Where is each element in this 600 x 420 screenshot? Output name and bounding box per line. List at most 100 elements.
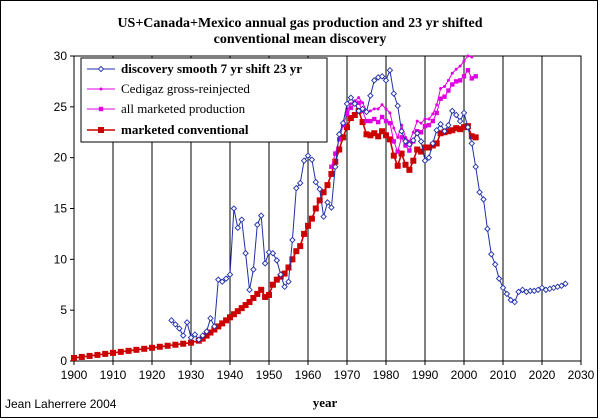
series-3-point-1977 <box>371 130 378 137</box>
series-0-point-1937 <box>215 276 222 283</box>
series-2-point-1986 <box>407 148 412 153</box>
series-0-point-1966 <box>328 204 335 211</box>
series-1-point-1989 <box>419 121 423 125</box>
series-3-point-1930 <box>188 339 194 346</box>
series-3-point-1975 <box>363 131 370 138</box>
series-2-point-1968 <box>337 137 342 142</box>
series-2-point-1971 <box>348 105 354 111</box>
legend-label-3: marketed conventional <box>121 122 249 137</box>
series-3-point-1904 <box>86 352 93 359</box>
series-2-point-1993 <box>434 110 439 116</box>
series-3-point-1941 <box>230 311 237 318</box>
series-0-point-2002 <box>468 140 476 147</box>
series-3-point-1987 <box>410 157 417 164</box>
series-1-point-1998 <box>454 67 458 71</box>
series-1-point-1997 <box>450 71 454 75</box>
series-0-point-2020 <box>538 284 546 292</box>
series-3-point-1928 <box>180 340 187 347</box>
legend-swatch-marker-1 <box>99 87 103 91</box>
series-2-point-1979 <box>379 114 385 120</box>
series-3-point-1940 <box>227 314 233 321</box>
series-1-point-1991 <box>427 117 431 121</box>
series-3-point-1974 <box>359 119 366 126</box>
series-3-point-2003 <box>472 134 479 141</box>
series-0-point-1931 <box>191 331 199 338</box>
series-1-point-2002 <box>470 55 474 59</box>
series-0-point-1989 <box>417 138 425 145</box>
series-2-point-1975 <box>364 118 369 124</box>
series-3-point-1967 <box>332 158 339 165</box>
series-0-point-1955 <box>285 278 292 285</box>
series-0-point-2003 <box>472 163 479 171</box>
series-3-point-1990 <box>422 144 428 151</box>
x-tick-label-1980: 1980 <box>373 368 400 382</box>
series-3-point-1920 <box>149 344 155 351</box>
y-tick-label-15: 15 <box>54 202 68 216</box>
x-tick-label-2000: 2000 <box>451 368 478 382</box>
series-3-point-1989 <box>418 148 425 155</box>
series-0-point-1930 <box>187 334 195 341</box>
series-1-point-2000 <box>462 59 466 63</box>
series-0-point-1947 <box>254 221 261 229</box>
series-0-point-1963 <box>316 185 323 193</box>
series-0-point-1962 <box>312 178 320 186</box>
series-0-point-2007 <box>488 251 495 258</box>
x-tick-label-1990: 1990 <box>412 368 439 382</box>
series-0-point-1925 <box>168 317 175 324</box>
series-3-point-1963 <box>316 197 323 204</box>
series-3-point-1962 <box>312 205 319 212</box>
series-0-point-1964 <box>320 213 327 220</box>
series-2-point-1994 <box>438 96 443 101</box>
series-0-point-1991 <box>425 154 433 161</box>
series-3-point-1954 <box>281 270 288 277</box>
y-tick-label-0: 0 <box>60 354 67 368</box>
series-0-point-1977 <box>371 77 378 84</box>
series-0-point-1995 <box>441 127 448 135</box>
series-3-point-1943 <box>238 305 245 312</box>
series-1-point-1978 <box>376 107 380 111</box>
series-0-point-1979 <box>378 73 386 80</box>
x-tick-label-1920: 1920 <box>139 368 166 382</box>
series-2-point-1999 <box>457 78 463 83</box>
series-3-point-1935 <box>207 329 214 336</box>
series-3-point-1912 <box>117 348 124 355</box>
series-0-point-1959 <box>300 157 308 164</box>
series-0-point-2012 <box>507 296 515 304</box>
series-0-point-2025 <box>558 282 565 290</box>
series-1-point-1974 <box>361 101 365 105</box>
series-3-point-1939 <box>223 317 230 324</box>
series-1-point-1992 <box>431 112 435 116</box>
series-0-point-2013 <box>511 298 518 306</box>
series-0-point-1927 <box>176 325 183 332</box>
series-3-point-1958 <box>297 243 304 250</box>
series-3-point-1982 <box>390 152 397 159</box>
series-3-point-1900 <box>71 354 77 361</box>
series-3-point-2000 <box>461 124 467 131</box>
series-0-point-1934 <box>203 328 210 335</box>
series-3-point-1955 <box>285 264 292 271</box>
series-3-point-1952 <box>273 276 280 283</box>
y-tick-label-30: 30 <box>54 49 68 63</box>
series-3-point-1971 <box>347 115 354 122</box>
series-1-point-1994 <box>439 87 443 91</box>
series-3-point-1926 <box>172 341 179 348</box>
series-0-point-1997 <box>449 107 456 115</box>
series-3-point-1984 <box>398 150 405 157</box>
series-0-point-1946 <box>250 266 257 273</box>
y-tick-label-10: 10 <box>54 252 68 266</box>
chart-title-line-1: US+Canada+Mexico annual gas production a… <box>117 16 482 31</box>
series-0-point-1983 <box>394 102 401 110</box>
series-3-point-1910 <box>110 349 116 356</box>
series-1-point-1983 <box>396 135 400 139</box>
series-0-point-1972 <box>351 100 359 108</box>
x-tick-label-1910: 1910 <box>100 368 127 382</box>
y-tick-label-20: 20 <box>54 151 68 165</box>
series-3-point-1981 <box>386 136 393 143</box>
chart-title-line-2: conventional mean discovery <box>214 32 387 47</box>
series-3-point-1948 <box>258 286 265 293</box>
series-2-point-1998 <box>454 79 459 84</box>
x-tick-label-2030: 2030 <box>568 368 595 382</box>
series-2-point-1990 <box>422 123 428 129</box>
series-0-point-1958 <box>296 179 304 187</box>
